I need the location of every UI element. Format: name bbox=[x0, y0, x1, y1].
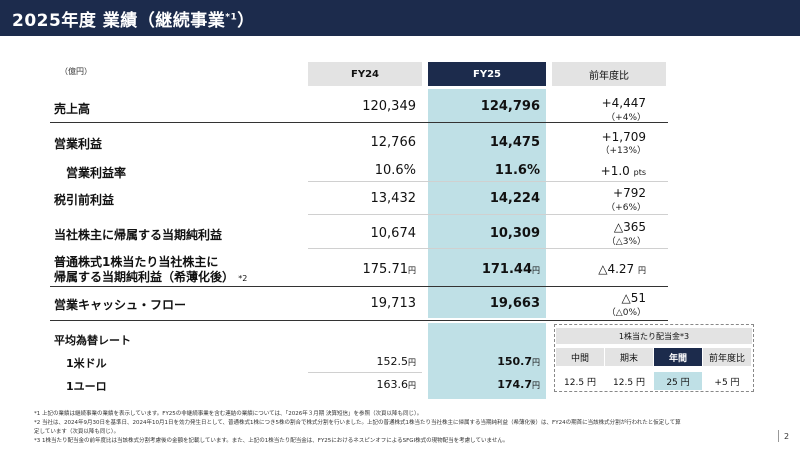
slide-header: 2025年度 業績（継続事業*1） bbox=[0, 0, 800, 36]
operating-income-yoy-pct: （+13%） bbox=[600, 146, 646, 156]
sales-yoy-pct: （+4%） bbox=[606, 113, 646, 123]
unit-label: （億円） bbox=[60, 67, 92, 76]
operating-margin-fy25: 11.6% bbox=[494, 163, 540, 178]
row-divider bbox=[308, 181, 668, 182]
operating-income-yoy: +1,709 bbox=[601, 130, 646, 144]
page-number: 2 bbox=[784, 432, 790, 441]
row-label-eps-line1: 普通株式1株当たり当社株主に bbox=[54, 255, 219, 269]
eps-fy25: 171.44円 bbox=[481, 262, 540, 277]
sales-fy25: 124,796 bbox=[480, 99, 540, 114]
row-label-operating-income: 営業利益 bbox=[54, 137, 103, 151]
operating-income-fy25: 14,475 bbox=[489, 135, 540, 150]
dividend-value-annual: 25 円 bbox=[654, 372, 702, 390]
fy25-highlight-band bbox=[428, 89, 546, 318]
dividend-value-interim: 12.5 円 bbox=[564, 377, 596, 388]
eps-fy24: 175.71円 bbox=[362, 262, 417, 277]
eps-yoy: △4.27 円 bbox=[598, 262, 646, 276]
pretax-income-fy25: 14,224 bbox=[489, 191, 540, 206]
footnote-2-cont: 定しています（次頁以降も同じ）。 bbox=[34, 429, 120, 435]
column-header-fy24: FY24 bbox=[308, 62, 422, 86]
row-divider bbox=[50, 122, 668, 123]
row-label-net-income: 当社株主に帰属する当期純利益 bbox=[54, 228, 223, 242]
column-header-fy25: FY25 bbox=[428, 62, 546, 86]
row-label-eps-line2: 帰属する当期純利益（希薄化後） *2 bbox=[54, 270, 248, 284]
row-divider bbox=[308, 372, 422, 373]
row-divider bbox=[50, 286, 668, 287]
sales-yoy: +4,447 bbox=[601, 96, 646, 110]
dividend-value-year-end: 12.5 円 bbox=[613, 377, 645, 388]
net-income-fy24: 10,674 bbox=[370, 226, 417, 241]
dividend-head-interim: 中間 bbox=[556, 348, 604, 366]
dividend-head-annual: 年間 bbox=[654, 348, 702, 366]
operating-cash-flow-fy25: 19,663 bbox=[489, 296, 540, 311]
fy25-highlight-band-fx bbox=[428, 323, 546, 399]
fx-eur-label: 1ユーロ bbox=[66, 380, 107, 393]
operating-cash-flow-yoy: △51 bbox=[621, 291, 647, 305]
pretax-income-fy24: 13,432 bbox=[370, 191, 417, 206]
fx-eur-fy24: 163.6円 bbox=[376, 378, 417, 391]
pretax-income-yoy: +792 bbox=[613, 186, 646, 200]
column-header-yoy: 前年度比 bbox=[552, 62, 666, 86]
row-label-operating-cash-flow: 営業キャッシュ・フロー bbox=[54, 298, 187, 312]
dividend-head-yoy: 前年度比 bbox=[703, 348, 751, 366]
fx-usd-fy24: 152.5円 bbox=[376, 355, 417, 368]
row-label-operating-margin: 営業利益率 bbox=[66, 166, 127, 180]
row-divider bbox=[308, 248, 668, 249]
operating-margin-yoy: +1.0 pts bbox=[600, 164, 646, 178]
dividend-value-yoy: +5 円 bbox=[714, 377, 740, 388]
dividend-head-year-end: 期末 bbox=[605, 348, 653, 366]
net-income-yoy: △365 bbox=[613, 220, 646, 234]
row-divider bbox=[50, 320, 668, 321]
operating-cash-flow-yoy-pct: （△0%） bbox=[606, 308, 646, 318]
operating-cash-flow-fy24: 19,713 bbox=[370, 296, 417, 311]
operating-margin-fy24: 10.6% bbox=[374, 163, 416, 178]
row-divider bbox=[308, 214, 668, 215]
slide-title: 2025年度 業績（継続事業*1） bbox=[12, 11, 255, 31]
dividend-box bbox=[554, 324, 754, 392]
footnote-2: *2 当社は、2024年9月30日を基準日、2024年10月1日を効力発生日とし… bbox=[34, 420, 681, 426]
row-label-pretax-income: 税引前利益 bbox=[54, 193, 115, 207]
fx-usd-fy25: 150.7円 bbox=[497, 355, 540, 368]
sales-fy24: 120,349 bbox=[362, 99, 416, 114]
fx-eur-fy25: 174.7円 bbox=[497, 378, 540, 391]
fx-usd-label: 1米ドル bbox=[66, 357, 107, 370]
footnotes: *1 上記の業績は継続事業の業績を表示しています。FY25の非継続事業を含む連結… bbox=[34, 410, 754, 446]
row-label-sales: 売上高 bbox=[54, 102, 91, 116]
pretax-income-yoy-pct: （+6%） bbox=[606, 203, 646, 213]
net-income-yoy-pct: （△3%） bbox=[606, 237, 646, 247]
page-number-divider bbox=[778, 430, 779, 442]
net-income-fy25: 10,309 bbox=[489, 226, 540, 241]
footnote-3: *3 1株当たり配当金の前年度比は当該株式分割考慮後の金額を記載しています。また… bbox=[34, 438, 509, 444]
fx-section-title: 平均為替レート bbox=[54, 334, 131, 347]
dividend-title: 1株当たり配当金*3 bbox=[556, 328, 752, 344]
operating-income-fy24: 12,766 bbox=[370, 135, 417, 150]
footnote-1: *1 上記の業績は継続事業の業績を表示しています。FY25の非継続事業を含む連結… bbox=[34, 411, 423, 417]
